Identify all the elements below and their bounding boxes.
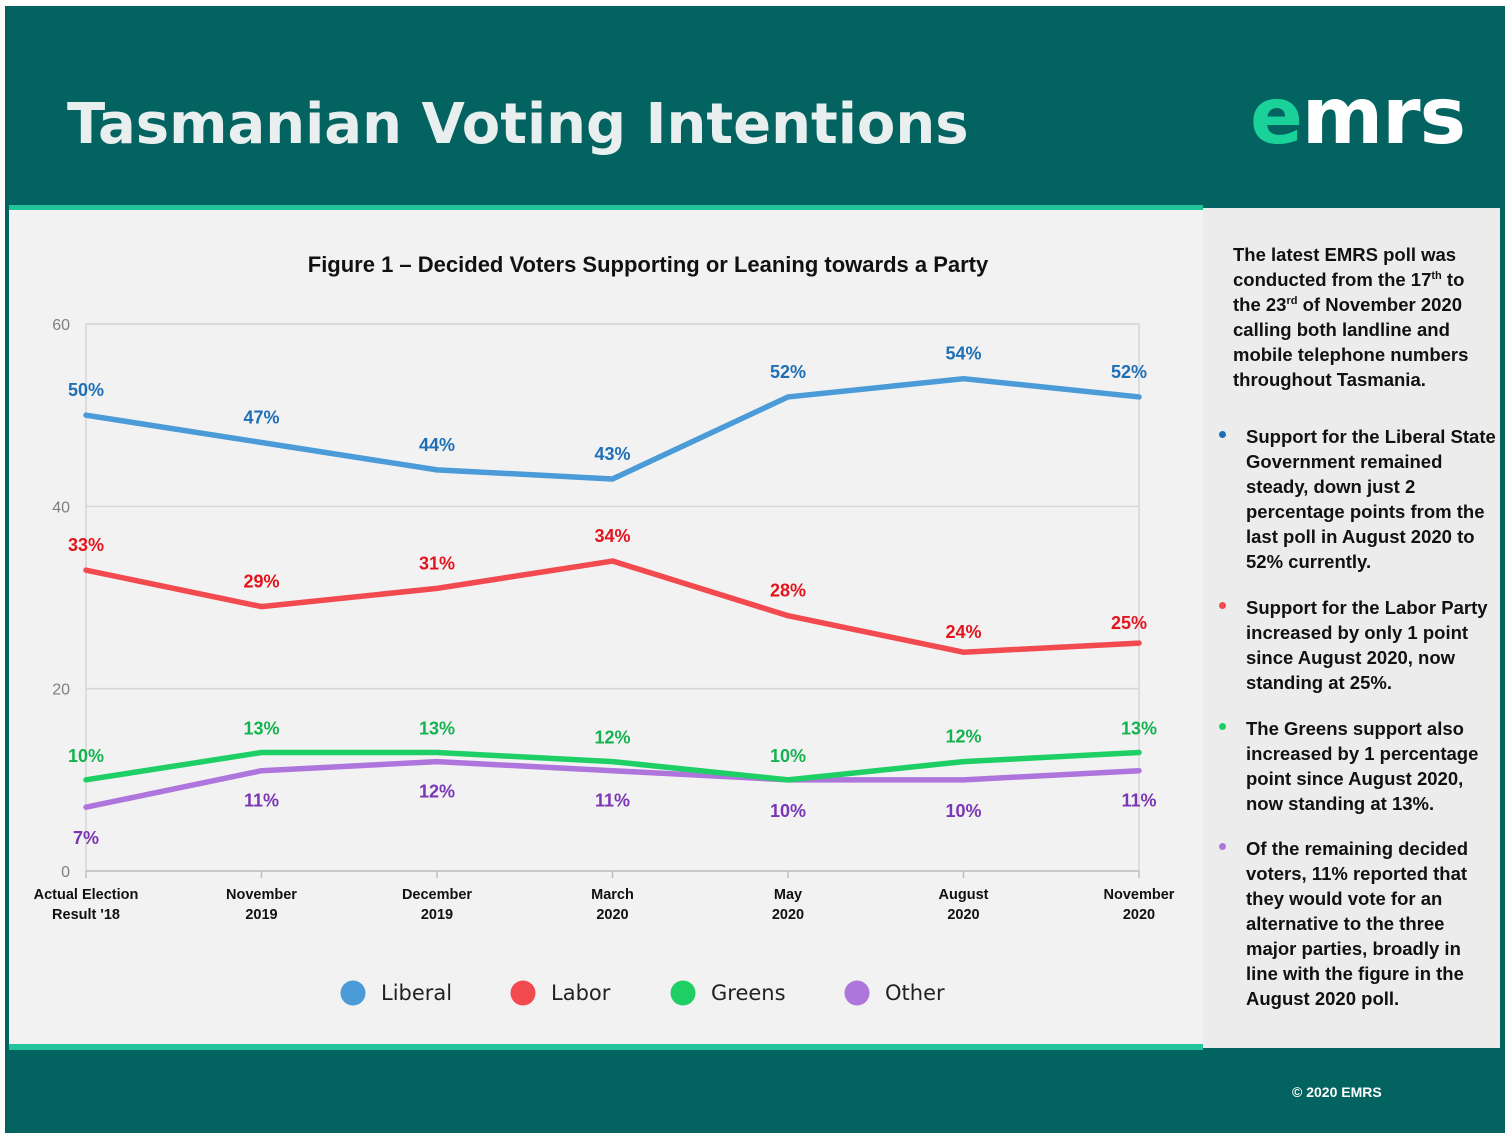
series-line-other [83,758,1142,810]
data-label-liberal: 54% [945,344,981,364]
series-line-greens [83,749,1142,783]
x-tick-label: 2019 [245,907,277,923]
data-label-other: 11% [1121,791,1156,811]
legend-marker-other [844,980,870,1006]
data-label-greens: 13% [1121,718,1157,738]
legend-label-liberal: Liberal [381,981,452,1005]
legend-label-greens: Greens [711,981,786,1005]
x-tick-label: 2020 [1123,907,1155,923]
data-label-liberal: 52% [770,362,806,382]
logo-rest: mrs [1301,72,1466,162]
data-label-other: 7% [73,828,99,848]
commentary-bullet-labor: Support for the Labor Party increased by… [1219,595,1496,695]
x-tick-label: 2020 [947,907,979,923]
data-label-other: 10% [945,801,981,821]
data-label-labor: 31% [419,553,455,573]
x-tick-label: August [939,887,989,903]
data-label-greens: 12% [945,727,981,747]
series-line-labor [83,558,1142,655]
data-label-labor: 34% [594,526,630,546]
data-label-labor: 29% [243,572,279,592]
data-label-liberal: 52% [1111,362,1147,382]
chart-panel [9,205,1203,1050]
legend-marker-greens [670,980,696,1006]
commentary-bullet-other: Of the remaining decided voters, 11% rep… [1219,836,1496,1011]
data-label-greens: 12% [594,728,630,748]
y-tick-label: 0 [61,864,70,881]
y-tick-label: 20 [52,682,70,699]
bullet-dot [1219,602,1226,609]
bullet-dot [1219,843,1226,850]
plot-area [85,323,1140,872]
bullet-text: Support for the Labor Party increased by… [1246,597,1488,693]
intro-sup-1: th [1431,269,1442,282]
chart-title: Figure 1 – Decided Voters Supporting or … [308,252,989,277]
x-tick-label: December [402,887,472,903]
commentary-panel: The latest EMRS poll was conducted from … [1203,208,1500,1048]
y-tick-label: 60 [52,317,70,334]
commentary-bullet-greens: The Greens support also increased by 1 p… [1219,716,1496,816]
bullet-text: Support for the Liberal State Government… [1246,426,1496,572]
x-tick-label: 2020 [772,907,804,923]
legend-label-other: Other [885,981,945,1005]
series-line-liberal [83,375,1142,482]
x-tick-label: November [226,887,297,903]
data-label-liberal: 50% [68,380,104,400]
x-tick-label: May [774,887,802,903]
commentary-bullet-liberal: Support for the Liberal State Government… [1219,424,1496,574]
intro-text-2: to the 23 [1233,269,1465,315]
intro-text-3: of November 2020 calling both landline a… [1233,294,1469,390]
x-tick-label: 2020 [596,907,628,923]
legend-marker-liberal [340,980,366,1006]
x-tick-label: March [591,887,634,903]
x-tick-label: November [1104,887,1175,903]
intro-sup-2: rd [1286,294,1298,307]
x-tick-label: Result '18 [52,907,120,923]
data-label-greens: 10% [68,746,104,766]
bullet-text: The Greens support also increased by 1 p… [1246,718,1479,814]
legend-marker-labor [510,980,536,1006]
data-label-other: 12% [419,782,455,802]
emrs-logo: emrs [1250,72,1466,162]
page-title: Tasmanian Voting Intentions [67,92,969,157]
intro-text-1: The latest EMRS poll was conducted from … [1233,244,1457,290]
data-label-other: 11% [595,791,630,811]
data-label-labor: 24% [945,622,981,642]
bullet-text: Of the remaining decided voters, 11% rep… [1246,838,1469,1009]
y-tick-label: 40 [52,499,70,516]
logo-accent: e [1250,72,1303,162]
data-label-labor: 28% [770,581,806,601]
bullet-dot [1219,431,1226,438]
commentary-intro: The latest EMRS poll was conducted from … [1233,242,1495,392]
copyright-text: © 2020 EMRS [1292,1084,1382,1100]
data-label-other: 10% [770,801,806,821]
legend-label-labor: Labor [551,981,611,1005]
data-label-liberal: 44% [419,435,455,455]
x-tick-label: Actual Election [34,887,139,903]
bullet-dot [1219,723,1226,730]
data-label-greens: 13% [243,718,279,738]
data-label-liberal: 47% [243,408,279,428]
data-label-greens: 10% [770,746,806,766]
x-tick-label: 2019 [421,907,453,923]
data-label-greens: 13% [419,718,455,738]
data-label-labor: 25% [1111,613,1147,633]
data-label-liberal: 43% [594,444,630,464]
data-label-other: 11% [244,791,279,811]
data-label-labor: 33% [68,535,104,555]
